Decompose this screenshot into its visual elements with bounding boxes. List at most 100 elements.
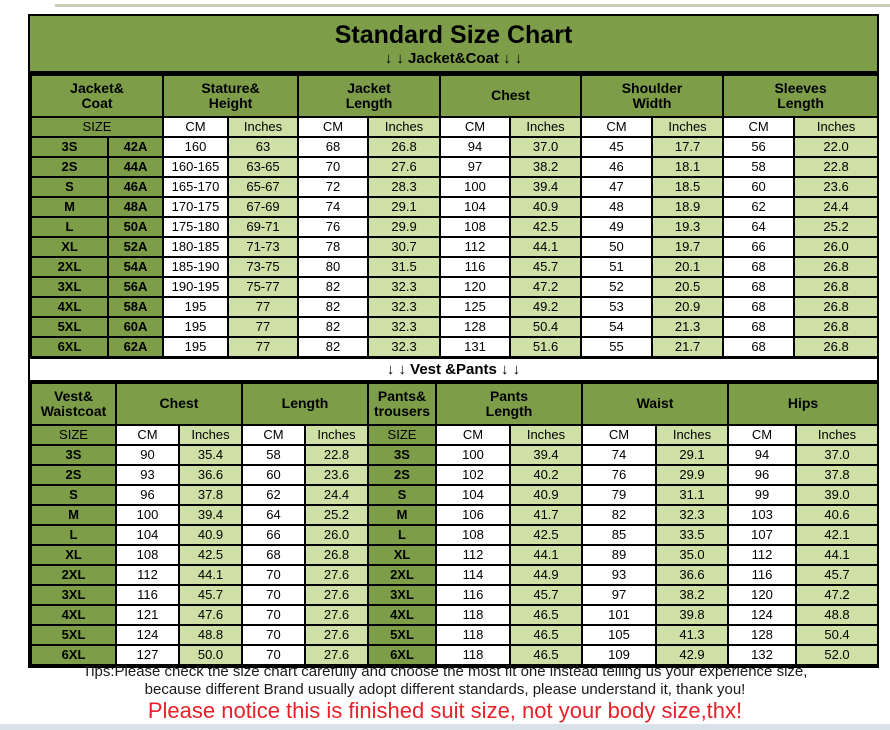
value-cell: 39.4: [509, 175, 583, 198]
finished-size-notice: Please notice this is finished suit size…: [147, 698, 743, 723]
column-group-row: Vest& Waistcoat Chest Length Pants& trouser…: [30, 381, 880, 426]
size-cell: 3XL: [30, 275, 109, 298]
value-cell: 66: [722, 235, 796, 258]
value-cell: 107: [727, 523, 798, 546]
value-cell: 97: [439, 155, 512, 178]
value-cell: 116: [115, 583, 180, 606]
vest-pants-section-label: ↓ ↓ Vest &Pants ↓ ↓: [30, 357, 877, 382]
size-cell: 2S: [30, 463, 117, 486]
table-row: 2S 44A 160-165 63-65 70 27.6 97 38.2 46 18.1 58 22.…: [30, 155, 880, 178]
size-cell: 56A: [106, 275, 165, 298]
value-cell: 44.1: [509, 543, 583, 566]
value-cell: 195: [162, 315, 230, 338]
value-cell: 27.6: [304, 563, 369, 586]
size-cell: XL: [30, 543, 117, 566]
value-cell: 32.3: [367, 295, 442, 318]
column-group-header: Chest: [115, 381, 243, 426]
value-cell: 20.5: [651, 275, 725, 298]
value-cell: 64: [722, 215, 796, 238]
value-cell: 56: [722, 135, 796, 158]
value-cell: 29.1: [367, 195, 442, 218]
value-cell: 26.0: [304, 523, 369, 546]
unit-header-cell: CM: [162, 115, 230, 138]
unit-header-cell: CM: [439, 115, 512, 138]
value-cell: 18.5: [651, 175, 725, 198]
value-cell: 160-165: [162, 155, 230, 178]
value-cell: 42.1: [795, 523, 880, 546]
value-cell: 17.7: [651, 135, 725, 158]
value-cell: 51.6: [509, 335, 583, 358]
value-cell: 46.5: [509, 643, 583, 666]
value-cell: 105: [581, 623, 657, 646]
table-row: XL 108 42.5 68 26.8 XL 112 44.1 89 35.0 112 44.1: [30, 543, 880, 566]
unit-header-cell: Inches: [651, 115, 725, 138]
value-cell: 180-185: [162, 235, 230, 258]
value-cell: 24.4: [793, 195, 880, 218]
size-cell: M: [30, 195, 109, 218]
value-cell: 53: [580, 295, 654, 318]
value-cell: 21.3: [651, 315, 725, 338]
size-cell: 5XL: [367, 623, 437, 646]
value-cell: 26.0: [793, 235, 880, 258]
table-row: L 104 40.9 66 26.0 L 108 42.5 85 33.5 107 42.1: [30, 523, 880, 546]
top-divider-line: [55, 4, 890, 7]
value-cell: 32.3: [367, 315, 442, 338]
size-cell: 62A: [106, 335, 165, 358]
value-cell: 63: [227, 135, 300, 158]
size-cell: 6XL: [30, 335, 109, 358]
value-cell: 72: [297, 175, 370, 198]
value-cell: 19.7: [651, 235, 725, 258]
size-cell: 2XL: [367, 563, 437, 586]
value-cell: 96: [727, 463, 798, 486]
value-cell: 94: [727, 443, 798, 466]
value-cell: 99: [727, 483, 798, 506]
column-group-header: Chest: [439, 73, 583, 118]
value-cell: 106: [435, 503, 511, 526]
value-cell: 31.1: [654, 483, 730, 506]
value-cell: 44.9: [509, 563, 583, 586]
value-cell: 69-71: [227, 215, 300, 238]
value-cell: 75-77: [227, 275, 300, 298]
value-cell: 48: [580, 195, 654, 218]
value-cell: 45.7: [509, 583, 583, 606]
value-cell: 47: [580, 175, 654, 198]
value-cell: 118: [435, 643, 511, 666]
column-group-header: Vest& Waistcoat: [30, 381, 117, 426]
value-cell: 39.4: [509, 443, 583, 466]
value-cell: 27.6: [304, 643, 369, 666]
value-cell: 185-190: [162, 255, 230, 278]
value-cell: 31.5: [367, 255, 442, 278]
size-cell: 44A: [106, 155, 165, 178]
value-cell: 29.9: [367, 215, 442, 238]
subheader-row: SIZE CM Inches CM Inches CM Inches CM Inches CM In…: [29, 115, 880, 138]
value-cell: 18.1: [651, 155, 725, 178]
table-row: S 96 37.8 62 24.4 S 104 40.9 79 31.1 99 39.0: [30, 483, 880, 506]
size-cell: 3S: [30, 135, 109, 158]
column-group-header: Hips: [727, 381, 880, 426]
value-cell: 41.3: [654, 623, 730, 646]
table-row: 2S 93 36.6 60 23.6 2S 102 40.2 76 29.9 96 37.8: [30, 463, 880, 486]
size-cell: L: [367, 523, 437, 546]
value-cell: 62: [241, 483, 306, 506]
value-cell: 44.1: [509, 235, 583, 258]
value-cell: 68: [722, 335, 796, 358]
tips-text: Tips:Please check the size chart careful…: [0, 663, 890, 699]
value-cell: 42.5: [178, 543, 243, 566]
value-cell: 51: [580, 255, 654, 278]
size-cell: 5XL: [30, 315, 109, 338]
value-cell: 60: [241, 463, 306, 486]
value-cell: 89: [581, 543, 657, 566]
value-cell: 170-175: [162, 195, 230, 218]
value-cell: 68: [297, 135, 370, 158]
chart-title-box: Standard Size Chart ↓ ↓ Jacket&Coat ↓ ↓: [30, 16, 877, 74]
value-cell: 112: [727, 543, 798, 566]
value-cell: 36.6: [654, 563, 730, 586]
value-cell: 27.6: [304, 603, 369, 626]
value-cell: 82: [297, 275, 370, 298]
value-cell: 26.8: [793, 255, 880, 278]
table-row: 5XL 124 48.8 70 27.6 5XL 118 46.5 105 41.3 128 50.4: [30, 623, 880, 646]
value-cell: 124: [727, 603, 798, 626]
value-cell: 102: [435, 463, 511, 486]
size-cell: XL: [30, 235, 109, 258]
value-cell: 125: [439, 295, 512, 318]
